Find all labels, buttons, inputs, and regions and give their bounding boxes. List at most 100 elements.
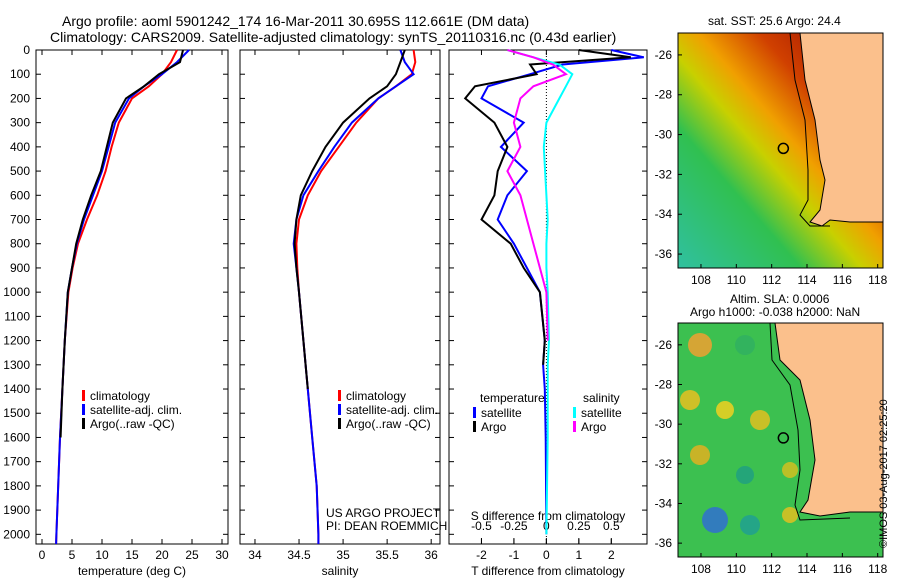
y-tick-label: 1800 (3, 479, 30, 493)
series-line-t-argo (463, 49, 631, 365)
x-tick-label: 0 (39, 548, 46, 562)
bathymetry-contour (789, 32, 830, 227)
sla-eddy (735, 335, 755, 355)
sla-eddy (750, 410, 770, 430)
plot-frame-2 (448, 49, 648, 545)
legend-title-salinity: salinity (583, 391, 620, 405)
legend-label: satellite-adj. clim. (90, 403, 182, 417)
legend-swatch (82, 418, 85, 429)
map-lat-label: -36 (655, 247, 673, 261)
x-tick-label: 15 (125, 548, 139, 562)
sla-eddy (688, 333, 712, 357)
map-lon-label: 114 (797, 562, 816, 576)
map-lon-label: 114 (797, 273, 816, 287)
y-tick-label: 0 (23, 43, 30, 57)
legend-label: Argo(..raw -QC) (346, 417, 431, 431)
x-tick-label: 5 (69, 548, 76, 562)
legend-label: satellite-adj. clim. (346, 403, 438, 417)
title-line-2: Climatology: CARS2009. Satellite-adjuste… (50, 29, 617, 45)
x-tick-label: 36 (425, 548, 439, 562)
map-lat-label: -32 (655, 167, 673, 181)
y-tick-label: 700 (10, 213, 30, 227)
legend-label: climatology (90, 389, 150, 403)
y-tick-label: 200 (10, 91, 30, 105)
map-lat-label: -26 (655, 338, 673, 352)
credit-text: US ARGO PROJECT (326, 506, 441, 520)
map-lat-label: -30 (655, 128, 673, 142)
legend-title-temperature: temperature (480, 391, 545, 405)
x-tick-label: 34.5 (287, 548, 311, 562)
plot-frame-1 (239, 49, 441, 545)
legend-swatch (573, 421, 576, 432)
map-frame (677, 32, 884, 269)
sla-eddy (702, 507, 728, 533)
y-tick-label: 1300 (3, 358, 30, 372)
x2-tick-label: -0.25 (500, 519, 528, 533)
y-tick-label: 1000 (3, 285, 30, 299)
argo-float-marker (777, 432, 790, 444)
x-axis-label: salinity (322, 564, 359, 578)
x-tick-label: -1 (509, 548, 520, 562)
legend-swatch (82, 404, 85, 415)
x-tick-label: 34 (248, 548, 262, 562)
y-tick-label: 600 (10, 188, 30, 202)
timestamp: ©IMOS 03-Aug-2017 02:25:20 (878, 399, 890, 548)
x2-axis-label: S difference from climatology (471, 509, 626, 523)
map-lon-label: 110 (727, 562, 746, 576)
sla-eddy (716, 401, 734, 419)
y-tick-label: 1900 (3, 503, 30, 517)
x-tick-label: -2 (476, 548, 487, 562)
x2-tick-label: 0.5 (603, 519, 620, 533)
map-lon-label: 112 (762, 273, 781, 287)
sla-eddy (680, 390, 700, 410)
argo-float-marker (777, 142, 790, 155)
map-lon-label: 108 (691, 273, 711, 287)
y-tick-label: 300 (10, 116, 30, 130)
map-lon-label: 112 (762, 562, 781, 576)
legend-label: Argo (581, 420, 607, 434)
map-lat-label: -28 (655, 88, 673, 102)
x-tick-label: 25 (185, 548, 199, 562)
y-tick-label: 800 (10, 237, 30, 251)
x-tick-label: 0 (543, 548, 550, 562)
legend-label: climatology (346, 389, 406, 403)
x-tick-label: 20 (155, 548, 169, 562)
y-tick-label: 400 (10, 140, 30, 154)
title-line-1: Argo profile: aoml 5901242_174 16-Mar-20… (62, 13, 530, 29)
map-lat-label: -34 (655, 207, 673, 221)
legend-swatch (573, 407, 576, 418)
y-tick-label: 500 (10, 164, 30, 178)
series-line-argo-raw-qc- (59, 49, 184, 438)
y-tick-label: 1500 (3, 406, 30, 420)
y-tick-label: 900 (10, 261, 30, 275)
series-line-s-argo (506, 49, 568, 341)
map-lon-label: 118 (868, 273, 887, 287)
series-line-s-satellite (507, 49, 574, 535)
series-line-argo-raw-qc- (293, 49, 406, 390)
map-lon-label: 110 (727, 273, 746, 287)
legend-swatch (473, 421, 476, 432)
map-lat-label: -28 (655, 377, 673, 391)
map-lon-label: 116 (833, 273, 852, 287)
x-tick-label: 2 (608, 548, 615, 562)
y-tick-label: 1700 (3, 455, 30, 469)
sla-eddy (740, 515, 760, 535)
map-lon-label: 108 (691, 562, 711, 576)
x-tick-label: 35.5 (375, 548, 399, 562)
legend-label: satellite (481, 406, 522, 420)
x-tick-label: 10 (95, 548, 109, 562)
map-lat-label: -34 (655, 496, 673, 510)
x-tick-label: 30 (215, 548, 229, 562)
sla-eddy (782, 462, 798, 478)
y-tick-label: 2000 (3, 527, 30, 541)
legend-label: Argo(..raw -QC) (90, 417, 175, 431)
map-lat-label: -36 (655, 536, 673, 550)
map2-title-2: Argo h1000: -0.038 h2000: NaN (690, 305, 861, 319)
x2-tick-label: -0.5 (471, 519, 492, 533)
plot-frame-0 (35, 49, 229, 545)
legend-label: satellite (581, 406, 622, 420)
sla-eddy (736, 466, 754, 484)
legend-swatch (338, 390, 341, 401)
